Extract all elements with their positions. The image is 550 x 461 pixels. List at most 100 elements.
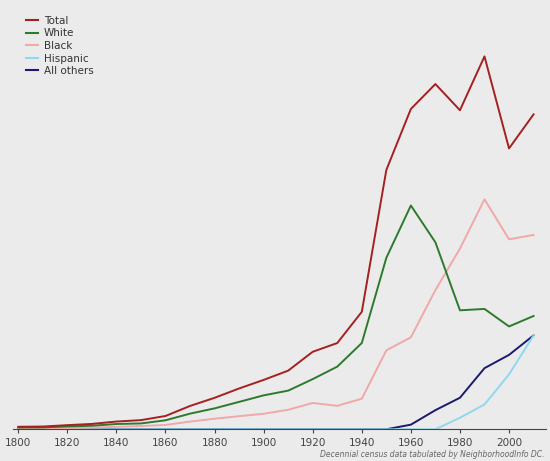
White xyxy=(89,423,95,428)
Total xyxy=(408,106,414,112)
Hispanic xyxy=(310,426,316,432)
White xyxy=(359,340,365,346)
Black xyxy=(113,424,120,430)
Black xyxy=(211,416,218,421)
All others xyxy=(260,426,267,432)
Hispanic xyxy=(162,426,169,432)
All others xyxy=(481,366,488,371)
Black xyxy=(383,348,389,353)
All others xyxy=(162,426,169,432)
Total xyxy=(162,413,169,419)
All others xyxy=(15,426,21,432)
Black xyxy=(506,236,513,242)
Hispanic xyxy=(285,426,292,432)
Black xyxy=(359,396,365,402)
White xyxy=(187,411,194,416)
All others xyxy=(334,426,340,432)
All others xyxy=(211,426,218,432)
Hispanic xyxy=(260,426,267,432)
All others xyxy=(64,426,70,432)
White xyxy=(408,203,414,208)
Total xyxy=(236,386,243,391)
Line: Total: Total xyxy=(18,56,534,427)
White xyxy=(211,406,218,411)
Black xyxy=(40,426,46,431)
Line: White: White xyxy=(18,206,534,427)
Line: Black: Black xyxy=(18,199,534,429)
Line: All others: All others xyxy=(18,336,534,429)
White xyxy=(285,388,292,393)
Black xyxy=(408,335,414,340)
Black xyxy=(334,403,340,408)
Legend: Total, White, Black, Hispanic, All others: Total, White, Black, Hispanic, All other… xyxy=(24,14,96,78)
All others xyxy=(285,426,292,432)
Hispanic xyxy=(334,426,340,432)
Hispanic xyxy=(481,402,488,407)
White xyxy=(64,424,70,429)
Total xyxy=(89,421,95,427)
Total xyxy=(334,340,340,346)
Total xyxy=(15,424,21,430)
All others xyxy=(138,426,144,432)
Total xyxy=(359,309,365,314)
Hispanic xyxy=(138,426,144,432)
Black xyxy=(89,425,95,430)
Hispanic xyxy=(530,333,537,338)
Black xyxy=(138,423,144,429)
All others xyxy=(506,352,513,358)
Black xyxy=(236,414,243,419)
Total xyxy=(481,53,488,59)
White xyxy=(481,306,488,312)
Black xyxy=(432,287,439,293)
White xyxy=(506,324,513,329)
Black xyxy=(481,196,488,202)
White xyxy=(40,425,46,430)
All others xyxy=(359,426,365,432)
All others xyxy=(236,426,243,432)
Total xyxy=(211,395,218,401)
Total xyxy=(187,403,194,409)
Hispanic xyxy=(432,426,439,432)
Line: Hispanic: Hispanic xyxy=(18,336,534,429)
All others xyxy=(383,426,389,432)
Black xyxy=(310,400,316,406)
Black xyxy=(187,419,194,425)
White xyxy=(260,393,267,398)
Total xyxy=(64,422,70,428)
Hispanic xyxy=(359,426,365,432)
All others xyxy=(432,408,439,413)
Total xyxy=(383,167,389,173)
Black xyxy=(530,232,537,238)
Total xyxy=(530,112,537,117)
All others xyxy=(530,333,537,338)
White xyxy=(113,421,120,427)
Black xyxy=(162,422,169,428)
Black xyxy=(15,426,21,431)
Total xyxy=(456,107,463,113)
Total xyxy=(285,368,292,373)
Total xyxy=(138,417,144,423)
White xyxy=(334,364,340,369)
Black xyxy=(456,246,463,251)
All others xyxy=(89,426,95,432)
Hispanic xyxy=(187,426,194,432)
Total xyxy=(506,146,513,151)
Hispanic xyxy=(64,426,70,432)
White xyxy=(162,418,169,423)
Hispanic xyxy=(211,426,218,432)
Hispanic xyxy=(89,426,95,432)
White xyxy=(456,307,463,313)
Hispanic xyxy=(408,426,414,432)
Total xyxy=(260,377,267,383)
All others xyxy=(408,422,414,427)
White xyxy=(138,421,144,426)
Total xyxy=(40,424,46,429)
Total xyxy=(113,419,120,424)
All others xyxy=(40,426,46,432)
White xyxy=(15,425,21,430)
Hispanic xyxy=(113,426,120,432)
Text: Decennial census data tabulated by NeighborhoodInfo DC.: Decennial census data tabulated by Neigh… xyxy=(320,449,544,459)
Total xyxy=(310,349,316,355)
Hispanic xyxy=(506,372,513,377)
All others xyxy=(310,426,316,432)
